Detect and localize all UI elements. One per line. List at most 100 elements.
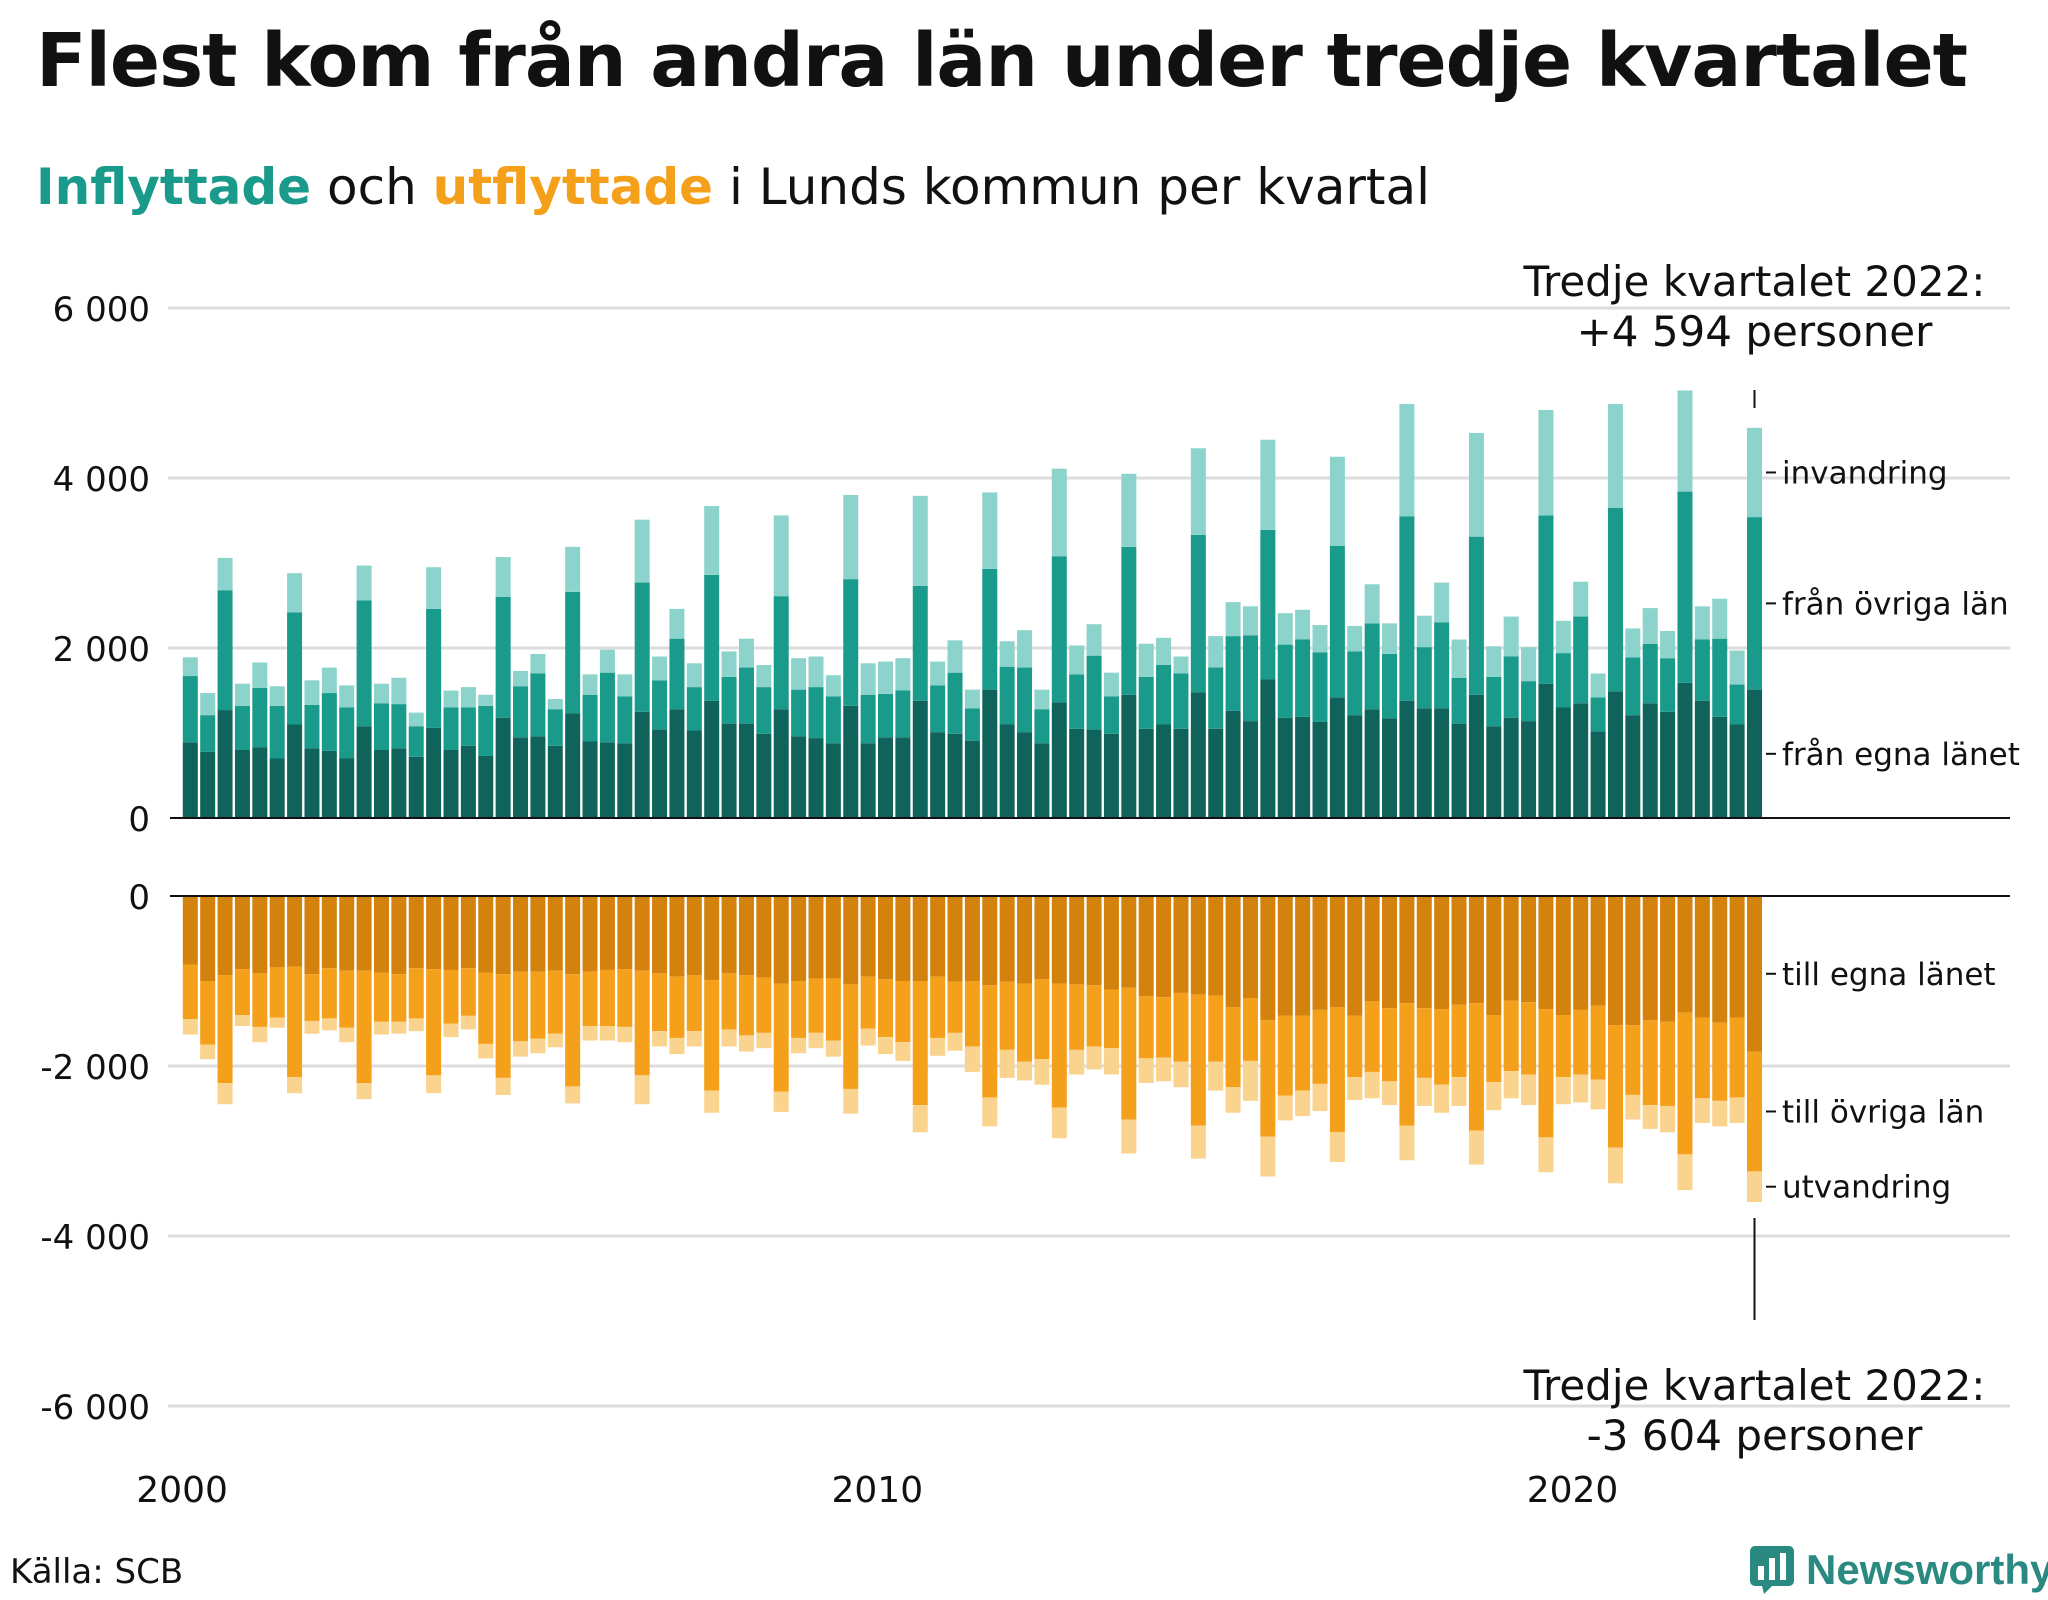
bar-in-1 (1747, 517, 1762, 690)
bar-out-0 (547, 896, 563, 971)
bar-in-2 (373, 683, 389, 704)
bar-out-1 (1225, 1007, 1241, 1088)
bar-out-1 (1660, 1021, 1676, 1106)
bar-out-2 (1347, 1077, 1363, 1100)
bar-out-2 (339, 1027, 355, 1043)
bar-out-0 (1364, 896, 1380, 1002)
bar-in-1 (999, 666, 1015, 725)
bar-out-0 (738, 896, 754, 976)
bar-out-0 (1468, 896, 1484, 1004)
bar-in-2 (547, 699, 563, 710)
bar-out-1 (1642, 1020, 1658, 1106)
bar-in-1 (1121, 546, 1137, 695)
bar-out-0 (513, 896, 529, 972)
bar-in-1 (234, 705, 250, 750)
bar-in-0 (1034, 743, 1050, 818)
bar-out-1 (1382, 1008, 1398, 1082)
bar-in-2 (1660, 631, 1676, 659)
bar-in-2 (738, 638, 754, 668)
bar-in-0 (964, 740, 980, 818)
bar-in-2 (391, 677, 407, 705)
bar-out-2 (1190, 1125, 1206, 1159)
bar-in-2 (530, 653, 546, 674)
bar-out-0 (530, 896, 546, 972)
bar-out-2 (599, 1026, 615, 1041)
bar-in-0 (878, 737, 893, 818)
bar-out-0 (1712, 896, 1728, 1023)
bar-out-2 (495, 1077, 511, 1095)
bar-in-2 (1364, 584, 1380, 624)
bar-in-1 (669, 638, 685, 710)
bar-in-2 (1451, 639, 1467, 678)
bar-out-1 (269, 967, 285, 1018)
bar-in-2 (200, 693, 216, 716)
bar-out-0 (617, 896, 633, 970)
bar-out-1 (391, 974, 407, 1022)
bar-in-0 (895, 737, 911, 818)
bar-in-2 (773, 515, 789, 597)
bar-out-0 (1051, 896, 1067, 984)
bar-out-2 (373, 1021, 389, 1035)
bar-out-1 (530, 971, 546, 1039)
logo-text: Newsworthy (1806, 1546, 2048, 1593)
bar-out-2 (1625, 1094, 1641, 1120)
bar-in-2 (1625, 628, 1641, 658)
bar-out-1 (1121, 987, 1137, 1120)
bar-in-2 (1486, 646, 1502, 677)
bar-in-0 (1017, 732, 1033, 818)
bar-in-2 (217, 557, 233, 591)
bar-out-0 (495, 896, 511, 975)
bar-out-2 (652, 1031, 668, 1047)
bar-in-2 (791, 658, 807, 690)
bar-in-0 (1729, 724, 1745, 818)
bar-out-1 (1573, 1009, 1589, 1075)
bar-out-0 (1138, 896, 1154, 997)
bar-out-1 (217, 975, 233, 1083)
bar-in-2 (652, 656, 668, 681)
bar-out-1 (1312, 1009, 1328, 1084)
bar-in-1 (321, 693, 337, 751)
bar-out-0 (1486, 896, 1502, 1015)
bar-in-1 (1694, 639, 1710, 701)
bar-in-1 (1607, 507, 1623, 692)
bar-out-0 (1173, 896, 1189, 993)
bar-in-2 (1538, 410, 1554, 516)
bar-out-1 (1277, 1015, 1293, 1096)
bar-out-1 (426, 969, 442, 1076)
bar-out-0 (1555, 896, 1571, 1015)
bar-out-0 (478, 896, 494, 973)
bar-in-1 (1729, 684, 1745, 725)
bar-out-2 (408, 1018, 424, 1032)
bar-in-0 (1277, 717, 1293, 818)
bar-out-1 (930, 976, 946, 1038)
bar-in-0 (738, 723, 754, 818)
bar-in-0 (1312, 721, 1328, 818)
bar-in-1 (843, 579, 859, 706)
bar-in-0 (773, 709, 789, 818)
bar-out-0 (339, 896, 355, 971)
bar-out-1 (287, 966, 303, 1078)
bar-in-1 (1486, 676, 1502, 727)
bar-out-1 (825, 978, 841, 1041)
bar-out-1 (339, 970, 355, 1028)
bar-out-2 (930, 1037, 946, 1056)
bar-out-1 (895, 981, 911, 1043)
bar-out-2 (843, 1088, 859, 1114)
bar-in-2 (408, 712, 424, 727)
bar-out-0 (791, 896, 807, 981)
bar-out-2 (738, 1035, 754, 1052)
bar-in-0 (1121, 694, 1137, 818)
bar-in-0 (947, 733, 963, 818)
bar-in-0 (1503, 717, 1519, 818)
bar-in-1 (200, 715, 216, 752)
bar-in-2 (1677, 390, 1693, 492)
bar-in-2 (808, 656, 824, 688)
y-tick-label: 4 000 (53, 460, 150, 500)
bar-in-1 (304, 704, 320, 749)
bar-in-1 (1364, 623, 1380, 710)
bar-out-2 (773, 1091, 789, 1112)
bar-out-0 (686, 896, 702, 976)
bar-in-1 (756, 687, 772, 734)
bar-out-2 (1034, 1059, 1050, 1085)
bar-out-0 (565, 896, 581, 975)
